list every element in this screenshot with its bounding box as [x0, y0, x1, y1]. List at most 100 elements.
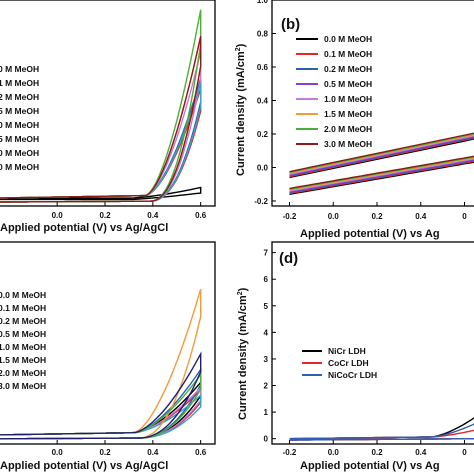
x-tick-label: 0.4 [415, 212, 427, 221]
x-tick-label: -0.2 [283, 212, 297, 221]
x-tick-label: 0.0 [328, 212, 340, 221]
panel-d: (d) -0.2 0.0 0.2 0.4 0 0 1 2 3 4 5 6 7 Current dens… [237, 241, 474, 472]
legend-label-1-5-m-meoh: 5 M MeOH [0, 134, 39, 144]
y-tick-label: 1.0 [257, 0, 269, 5]
y-tick-label: 0.0 [257, 163, 269, 172]
y-tick-label: 0.6 [257, 63, 269, 72]
x-tick-label: 0 [462, 448, 467, 457]
series-line-2-0-m-meoh [289, 133, 474, 190]
y-tick-label: 4 [264, 328, 269, 337]
x-ticks-c: 0.0 0.2 0.4 0.6 [52, 440, 207, 457]
x-tick-label: 0 [462, 212, 467, 221]
panel-c: 0.0 0.2 0.4 0.6 Applied potential (V) vs Ag… [0, 241, 216, 472]
legend-label-0-5-m-meoh: 5 M MeOH [0, 106, 39, 116]
panel-a: 0.0 0.2 0.4 0.6 Applied potential (V) vs Ag… [0, 0, 216, 234]
x-tick-label: 0.2 [371, 448, 383, 457]
x-axis-label-a: Applied potential (V) vs Ag/AgCl [0, 222, 168, 234]
series-line-3-0-m-meoh [0, 36, 202, 203]
y-axis-label-d: Current density (mA/cm2) [237, 287, 249, 420]
legend-label-0-0-m-meoh: 0.0 M MeOH [0, 290, 46, 300]
series-line-1-0-m-meoh [289, 134, 474, 192]
curves-d [289, 417, 474, 441]
legend-label-0-5-m-meoh: 0.5 M MeOH [324, 79, 372, 89]
legend-label-1-0-m-meoh: 1.0 M MeOH [324, 94, 372, 104]
x-tick-label: 0.4 [147, 211, 159, 220]
series-line-3-0-m-meoh [0, 351, 202, 440]
legend-label-1-5-m-meoh: 1.5 M MeOH [0, 355, 46, 365]
y-ticks-b: -0.2 0.0 0.2 0.4 0.6 0.8 1.0 [254, 0, 276, 206]
legend-label-nicocr-ldh: NiCoCr LDH [328, 370, 377, 380]
x-tick-label: 0.4 [147, 448, 159, 457]
x-tick-label: 0.2 [99, 448, 111, 457]
y-tick-label: 3 [264, 355, 269, 364]
series-line-0-0-m-meoh [0, 186, 202, 201]
x-ticks-d: -0.2 0.0 0.2 0.4 0 [283, 440, 467, 457]
x-tick-label: 0.0 [52, 448, 64, 457]
plot-frame-d [271, 241, 474, 445]
x-ticks-b: -0.2 0.0 0.2 0.4 0 [283, 202, 467, 221]
x-tick-label: 0.2 [99, 211, 111, 220]
legend-c: 0.0 M MeOH 0.1 M MeOH 0.2 M MeOH 0.5 M MeOH… [0, 290, 46, 391]
x-axis-label-c: Applied potential (V) vs Ag/AgCl [0, 460, 168, 472]
legend-label-1-0-m-meoh: 1.0 M MeOH [0, 342, 46, 352]
legend-label-0-1-m-meoh: 0.1 M MeOH [0, 303, 46, 313]
panel-b: (b) -0.2 0.0 0.2 0.4 0 -0.2 0.0 0.2 0.4 0.6 0.8 1.… [235, 0, 474, 240]
legend-d: NiCr LDH CoCr LDH NiCoCr LDH [302, 346, 377, 380]
legend-label-3-0-m-meoh: 3.0 M MeOH [324, 139, 372, 149]
legend-label-0-2-m-meoh: 2 M MeOH [0, 92, 39, 102]
legend-label-0-1-m-meoh: 0.1 M MeOH [324, 49, 372, 59]
x-tick-label: -0.2 [283, 448, 297, 457]
y-tick-label: 0.8 [257, 29, 269, 38]
x-tick-label: 0.2 [371, 212, 383, 221]
x-tick-label: 0.6 [195, 211, 207, 220]
panel-label-b: (b) [281, 16, 300, 33]
y-tick-label: 6 [264, 275, 269, 284]
series-line-0-2-m-meoh [289, 136, 474, 194]
x-ticks-a: 0.0 0.2 0.4 0.6 [52, 202, 207, 220]
x-tick-label: 0.0 [52, 211, 64, 220]
y-tick-label: -0.2 [254, 197, 268, 206]
legend-label-1-0-m-meoh: 0 M MeOH [0, 120, 39, 130]
legend-label-0-2-m-meoh: 0.2 M MeOH [324, 64, 372, 74]
x-axis-label-d: Applied potential (V) vs Ag [300, 460, 440, 472]
legend-label-1-5-m-meoh: 1.5 M MeOH [324, 109, 372, 119]
legend-label-2-0-m-meoh: 2.0 M MeOH [0, 368, 46, 378]
legend-label-0-0-m-meoh: 0 M MeOH [0, 64, 39, 74]
y-tick-label: 0.4 [257, 96, 269, 105]
legend-label-0-2-m-meoh: 0.2 M MeOH [0, 316, 46, 326]
x-tick-label: 0.4 [415, 448, 427, 457]
legend-label-0-0-m-meoh: 0.0 M MeOH [324, 34, 372, 44]
legend-label-0-5-m-meoh: 0.5 M MeOH [0, 329, 46, 339]
legend-label-cocr-ldh: CoCr LDH [328, 358, 369, 368]
legend-label-2-0-m-meoh: 2.0 M MeOH [324, 124, 372, 134]
legend-b: 0.0 M MeOH 0.1 M MeOH 0.2 M MeOH 0.5 M MeOH… [296, 34, 372, 149]
x-tick-label: 0.0 [328, 448, 340, 457]
y-tick-label: 5 [264, 302, 269, 311]
curves-a [0, 9, 202, 203]
legend-label-0-1-m-meoh: 1 M MeOH [0, 78, 39, 88]
panel-label-d: (d) [279, 250, 298, 267]
series-line-nicocr-ldh [289, 423, 474, 441]
curves-b [289, 132, 474, 195]
series-line-0-5-m-meoh [289, 135, 474, 193]
series-line-0-0-m-meoh [289, 138, 474, 195]
y-tick-label: 0.2 [257, 130, 269, 139]
legend-label-3-0-m-meoh: 0 M MeOH [0, 162, 39, 172]
x-tick-label: 0.6 [195, 448, 207, 457]
x-axis-label-b: Applied potential (V) vs Ag [300, 228, 440, 240]
y-tick-label: 0 [264, 435, 269, 444]
y-tick-label: 2 [264, 382, 269, 391]
y-ticks-d: 0 1 2 3 4 5 6 7 [264, 249, 276, 444]
series-line-1-5-m-meoh [289, 134, 474, 191]
series-line-0-1-m-meoh [289, 137, 474, 195]
legend-label-2-0-m-meoh: 0 M MeOH [0, 148, 39, 158]
series-line-3-0-m-meoh [289, 132, 474, 190]
y-tick-label: 1 [264, 408, 269, 417]
curves-c [0, 288, 202, 440]
y-axis-label-b: Current density (mA/cm2) [235, 43, 247, 176]
y-tick-label: 7 [264, 249, 269, 258]
legend-label-nicr-ldh: NiCr LDH [328, 346, 366, 356]
legend-a: 0 M MeOH 1 M MeOH 2 M MeOH 5 M MeOH 0 M MeOH… [0, 64, 39, 172]
legend-label-3-0-m-meoh: 3.0 M MeOH [0, 381, 46, 391]
